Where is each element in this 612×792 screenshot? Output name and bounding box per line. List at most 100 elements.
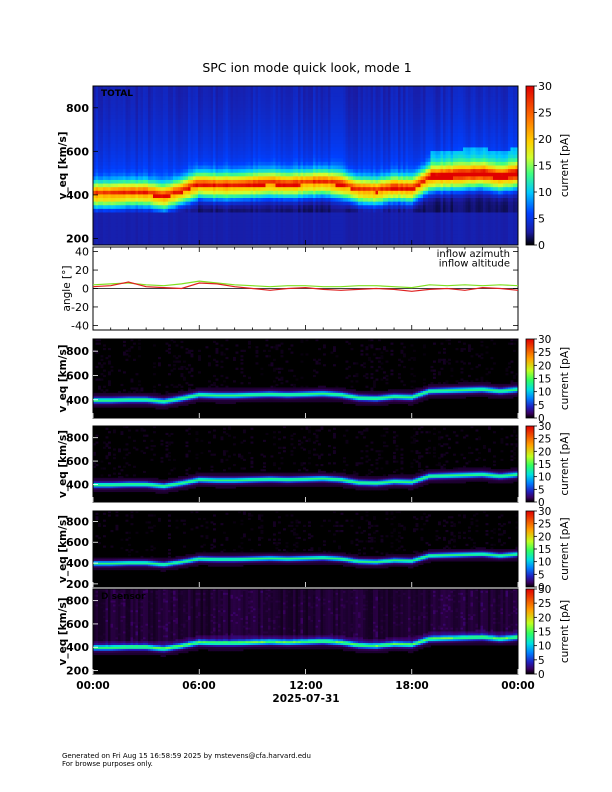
heatmap-cell — [253, 216, 256, 221]
heatmap-cell — [320, 226, 324, 231]
heatmap-cell — [130, 158, 134, 163]
heatmap-cell — [180, 158, 184, 163]
heatmap-cell — [373, 237, 376, 242]
heatmap-cell — [340, 234, 344, 239]
heatmap-cell — [243, 136, 246, 141]
heatmap-cell — [223, 179, 226, 184]
heatmap-cell — [348, 140, 351, 145]
heatmap-cell — [345, 226, 349, 231]
heatmap-cell — [253, 169, 256, 174]
heatmap-cell — [323, 183, 326, 188]
heatmap-cell — [335, 230, 339, 235]
heatmap-cell — [305, 143, 309, 148]
heatmap-cell — [205, 237, 209, 242]
heatmap-cell — [115, 136, 119, 141]
heatmap-cell — [318, 151, 321, 156]
heatmap-cell — [263, 111, 266, 116]
heatmap-cell — [110, 179, 114, 184]
heatmap-cell — [158, 96, 161, 101]
heatmap-cell — [183, 241, 186, 246]
heatmap-cell — [143, 219, 146, 224]
heatmap-cell — [155, 89, 159, 94]
heatmap-cell — [283, 212, 286, 217]
heatmap-cell — [238, 237, 241, 242]
heatmap-cell — [190, 122, 194, 127]
heatmap-cell — [103, 179, 106, 184]
heatmap-cell — [310, 230, 314, 235]
heatmap-cell — [345, 165, 349, 170]
heatmap-cell — [168, 111, 171, 116]
heatmap-cell — [93, 89, 96, 94]
heatmap-cell — [133, 205, 136, 210]
heatmap-cell — [110, 230, 114, 235]
heatmap-cell — [210, 234, 214, 239]
heatmap-cell — [183, 223, 186, 228]
heatmap-cell — [153, 216, 156, 221]
heatmap-cell — [280, 183, 284, 188]
heatmap-cell — [210, 143, 214, 148]
heatmap-cell — [195, 172, 199, 177]
heatmap-cell — [160, 125, 164, 130]
heatmap-cell — [100, 140, 104, 145]
heatmap-cell — [165, 234, 169, 239]
heatmap-cell — [168, 194, 171, 199]
heatmap-cell — [268, 147, 271, 152]
heatmap-cell — [243, 86, 246, 91]
heatmap-cell — [175, 151, 179, 156]
heatmap-cell — [360, 143, 364, 148]
heatmap-cell — [268, 219, 271, 224]
heatmap-cell — [125, 129, 129, 134]
heatmap-cell — [130, 107, 134, 112]
heatmap-cell — [185, 208, 189, 213]
heatmap-cell — [348, 205, 351, 210]
heatmap-cell — [173, 143, 176, 148]
heatmap-cell — [213, 86, 216, 91]
heatmap-cell — [193, 89, 196, 94]
heatmap-cell — [255, 190, 259, 195]
heatmap-cell — [115, 132, 119, 137]
heatmap-cell — [173, 89, 176, 94]
heatmap-cell — [188, 96, 191, 101]
heatmap-cell — [188, 208, 191, 213]
heatmap-cell — [133, 241, 136, 246]
heatmap-cell — [108, 96, 111, 101]
heatmap-cell — [305, 96, 309, 101]
heatmap-cell — [235, 107, 239, 112]
heatmap-cell — [370, 125, 374, 130]
heatmap-cell — [138, 161, 141, 166]
heatmap-cell — [243, 147, 246, 152]
heatmap-cell — [368, 198, 371, 203]
heatmap-cell — [180, 169, 184, 174]
heatmap-cell — [220, 93, 224, 98]
heatmap-cell — [238, 129, 241, 134]
heatmap-cell — [298, 114, 301, 119]
heatmap-cell — [113, 237, 116, 242]
heatmap-cell — [203, 118, 206, 123]
heatmap-cell — [323, 201, 326, 206]
heatmap-cell — [198, 226, 201, 231]
heatmap-cell — [170, 187, 174, 192]
heatmap-cell — [203, 132, 206, 137]
heatmap-cell — [318, 118, 321, 123]
heatmap-cell — [338, 111, 341, 116]
heatmap-cell — [305, 129, 309, 134]
heatmap-cell — [240, 158, 244, 163]
heatmap-cell — [298, 216, 301, 221]
heatmap-cell — [260, 169, 264, 174]
heatmap-cell — [165, 104, 169, 109]
heatmap-cell — [343, 187, 346, 192]
heatmap-cell — [120, 114, 124, 119]
heatmap-cell — [175, 114, 179, 119]
heatmap-cell — [268, 104, 271, 109]
heatmap-cell — [193, 86, 196, 91]
heatmap-cell — [140, 86, 144, 91]
heatmap-cell — [313, 154, 316, 159]
heatmap-cell — [273, 198, 276, 203]
heatmap-cell — [223, 93, 226, 98]
heatmap-cell — [118, 187, 121, 192]
heatmap-cell — [120, 161, 124, 166]
heatmap-cell — [328, 201, 331, 206]
heatmap-cell — [153, 125, 156, 130]
heatmap-cell — [110, 212, 114, 217]
heatmap-cell — [105, 93, 109, 98]
